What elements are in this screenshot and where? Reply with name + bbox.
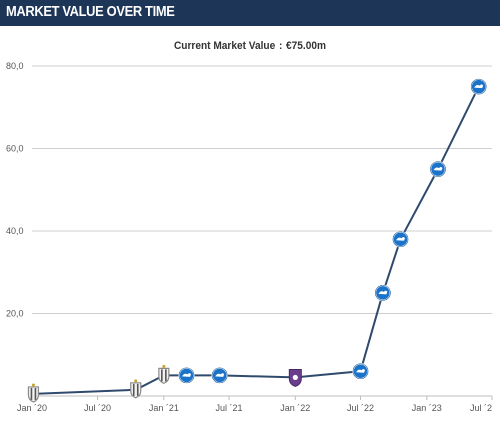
data-point[interactable] <box>158 364 170 385</box>
data-point[interactable] <box>429 160 447 178</box>
y-tick-label: 80,0 <box>6 61 24 71</box>
crest-top-dot <box>31 383 35 387</box>
data-point[interactable] <box>27 383 40 403</box>
crest-outline <box>178 367 195 384</box>
club-crest-icon <box>158 367 170 385</box>
crest-outline <box>211 367 228 384</box>
crest-outline <box>470 78 487 95</box>
data-point[interactable] <box>470 78 487 95</box>
crest-bird <box>356 369 366 373</box>
data-point[interactable] <box>352 363 369 380</box>
x-tick-label: Jan ´21 <box>149 403 179 413</box>
crest-outline <box>430 161 446 177</box>
crest-outline <box>375 285 391 301</box>
x-tick-label: Jan ´23 <box>412 403 442 413</box>
y-tick-label: 40,0 <box>6 226 24 236</box>
current-market-value-label: Current Market Value <box>173 40 276 52</box>
data-point[interactable] <box>178 367 195 384</box>
crest-bird <box>378 290 388 295</box>
x-tick-label: Jul ´21 <box>216 403 243 413</box>
data-point[interactable] <box>392 231 409 248</box>
crest-bird <box>182 373 192 377</box>
grid-layer <box>32 65 492 396</box>
marker-layer <box>27 78 487 403</box>
data-point[interactable] <box>374 284 392 302</box>
y-tick-label: 60,0 <box>6 144 24 154</box>
current-market-value-amount: €75.00m <box>286 40 327 52</box>
crest-top-dot <box>134 379 138 383</box>
data-point[interactable] <box>130 379 142 399</box>
crest-emblem <box>292 374 298 381</box>
crest-outline <box>352 363 369 380</box>
crest-bird <box>396 237 406 241</box>
y-tick-label: 20,0 <box>6 309 24 319</box>
data-point[interactable] <box>211 367 228 384</box>
header-bar: MARKET VALUE OVER TIME <box>0 0 500 26</box>
crest-bird <box>215 373 225 377</box>
crest-bird <box>433 166 443 171</box>
data-point[interactable] <box>288 368 302 387</box>
header-title: MARKET VALUE OVER TIME <box>6 3 175 20</box>
club-crest-icon <box>27 386 40 403</box>
x-tick-label: Jan ´20 <box>17 403 47 413</box>
club-crest-icon <box>130 382 142 399</box>
x-tick-label: Jan ´22 <box>280 403 310 413</box>
crest-top-dot <box>162 364 166 368</box>
axis-layer: 20,0 40,0 60,0 80,0 Jan ´20 Jul ´20 Jan ´21 Jul… <box>6 61 493 413</box>
x-tick-label: Jul ´20 <box>84 403 111 413</box>
x-tick-label: Jul ´22 <box>347 403 374 413</box>
x-tick-label: Jul ´2 <box>470 403 492 413</box>
current-market-value: Current Market Value : €75.00m <box>173 40 327 52</box>
crest-outline <box>392 231 409 248</box>
crest-bird <box>474 84 484 89</box>
